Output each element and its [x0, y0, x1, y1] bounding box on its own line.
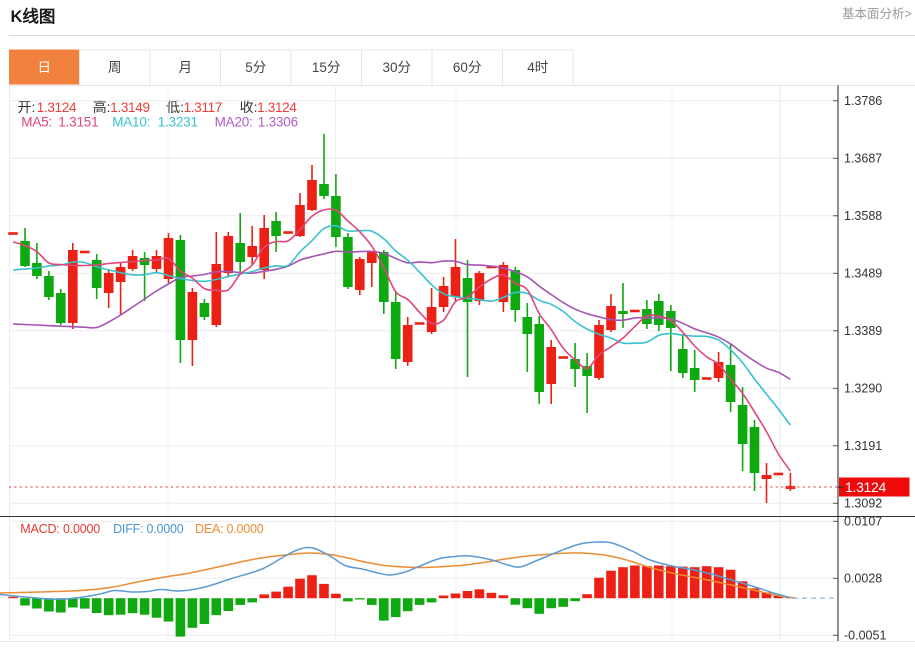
- svg-text:1.3149: 1.3149: [110, 100, 150, 115]
- svg-text:1.3489: 1.3489: [844, 267, 882, 281]
- svg-text:30分: 30分: [383, 60, 412, 75]
- svg-text:K线图: K线图: [11, 6, 56, 26]
- svg-text:1.3231: 1.3231: [158, 115, 198, 130]
- svg-text:1.3290: 1.3290: [844, 382, 882, 396]
- svg-text:5分: 5分: [245, 60, 266, 75]
- svg-text:1.3588: 1.3588: [844, 209, 882, 223]
- svg-text:日: 日: [37, 60, 51, 75]
- svg-text:1.3124: 1.3124: [845, 479, 887, 495]
- svg-text:1.3191: 1.3191: [844, 439, 882, 453]
- svg-text:1.3389: 1.3389: [844, 324, 882, 338]
- svg-text:1.3124: 1.3124: [37, 100, 77, 115]
- svg-text:1.3151: 1.3151: [58, 115, 98, 130]
- svg-text:月: 月: [178, 60, 192, 75]
- svg-text:高:: 高:: [93, 99, 111, 115]
- svg-text:-0.0051: -0.0051: [844, 629, 886, 643]
- svg-text:0.0000: 0.0000: [147, 522, 184, 536]
- svg-text:开:: 开:: [18, 99, 36, 115]
- svg-text:MA5:: MA5:: [21, 115, 52, 130]
- svg-text:收:: 收:: [240, 99, 258, 115]
- svg-text:MA10:: MA10:: [112, 115, 150, 130]
- svg-text:0.0107: 0.0107: [844, 515, 882, 529]
- svg-text:MACD:: MACD:: [20, 522, 59, 536]
- svg-text:1.3687: 1.3687: [844, 152, 882, 166]
- svg-text:周: 周: [108, 60, 122, 75]
- svg-text:4时: 4时: [527, 60, 548, 75]
- svg-text:1.3117: 1.3117: [184, 100, 223, 115]
- svg-text:DIFF:: DIFF:: [113, 522, 143, 536]
- svg-text:1.3786: 1.3786: [844, 94, 882, 108]
- svg-text:MA20:: MA20:: [215, 115, 253, 130]
- svg-text:0.0000: 0.0000: [63, 522, 100, 536]
- svg-text:60分: 60分: [453, 60, 482, 75]
- svg-text:低:: 低:: [166, 99, 184, 115]
- svg-text:15分: 15分: [312, 60, 341, 75]
- svg-text:基本面分析>: 基本面分析>: [842, 7, 912, 21]
- svg-text:0.0028: 0.0028: [844, 572, 882, 586]
- svg-text:1.3092: 1.3092: [844, 497, 882, 511]
- svg-text:0.0000: 0.0000: [227, 522, 264, 536]
- svg-text:1.3306: 1.3306: [258, 115, 298, 130]
- svg-text:DEA:: DEA:: [195, 522, 223, 536]
- svg-text:1.3124: 1.3124: [257, 100, 297, 115]
